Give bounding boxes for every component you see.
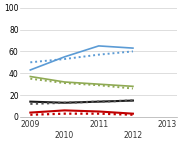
Text: 2010: 2010 bbox=[55, 131, 74, 140]
Text: 2013: 2013 bbox=[157, 120, 177, 129]
Text: 2009: 2009 bbox=[21, 120, 40, 129]
Text: 2012: 2012 bbox=[123, 131, 143, 140]
Text: 2011: 2011 bbox=[89, 120, 108, 129]
